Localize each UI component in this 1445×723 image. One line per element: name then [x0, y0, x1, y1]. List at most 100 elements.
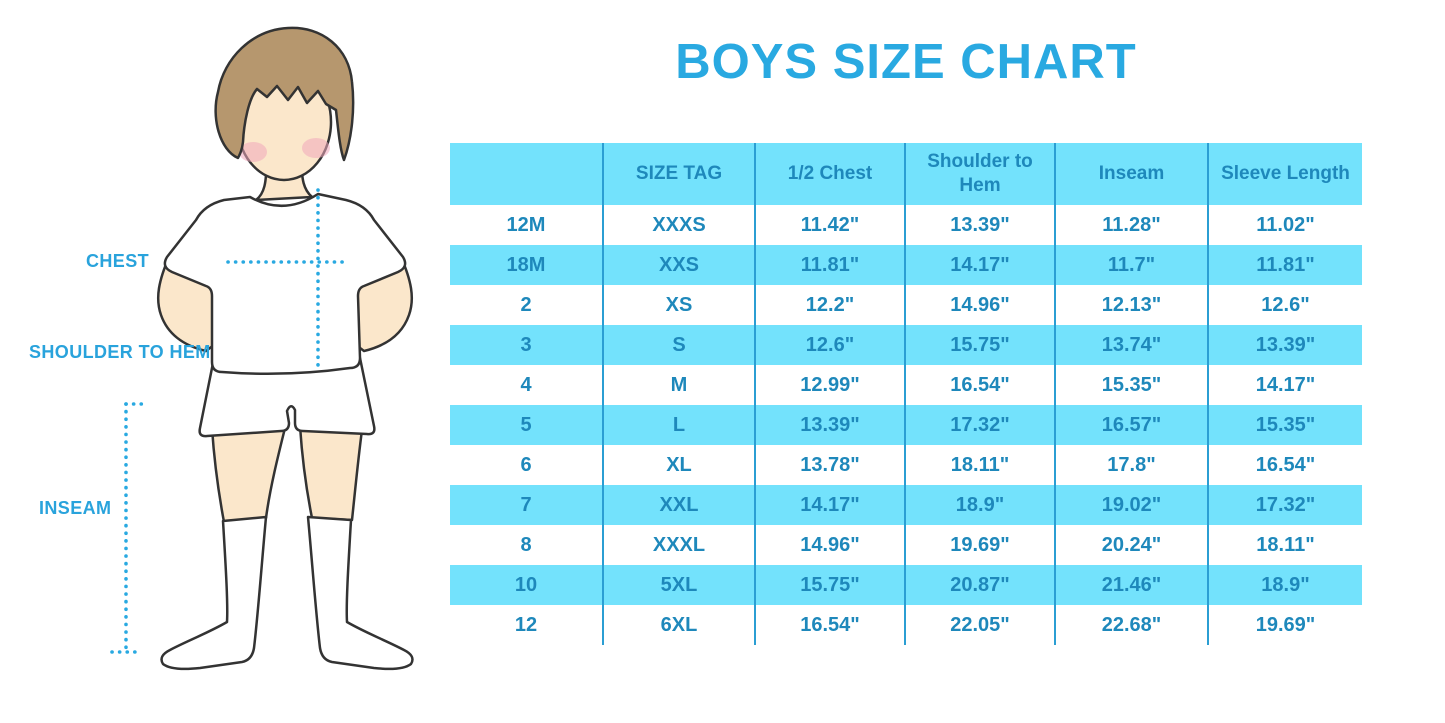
size-table: SIZE TAG 1/2 Chest Shoulder to Hem Insea… [450, 143, 1362, 645]
half-chest-cell: 12.2" [754, 285, 905, 325]
size-cell: 12 [450, 605, 603, 645]
inseam-cell: 12.13" [1054, 285, 1208, 325]
column-header-half-chest: 1/2 Chest [754, 143, 905, 205]
shoulder-to-hem-cell: 16.54" [904, 365, 1055, 405]
table-row: 6 XL 13.78" 18.11" 17.8" 16.54" [450, 445, 1362, 485]
half-chest-cell: 14.17" [754, 485, 905, 525]
size-tag-cell: L [602, 405, 755, 445]
table-row: 2 XS 12.2" 14.96" 12.13" 12.6" [450, 285, 1362, 325]
table-row: 10 5XL 15.75" 20.87" 21.46" 18.9" [450, 565, 1362, 605]
inseam-cell: 11.7" [1054, 245, 1208, 285]
size-cell: 2 [450, 285, 603, 325]
half-chest-cell: 11.42" [754, 205, 905, 245]
table-row: 3 S 12.6" 15.75" 13.74" 13.39" [450, 325, 1362, 365]
sleeve-length-cell: 18.11" [1207, 525, 1362, 565]
size-cell: 5 [450, 405, 603, 445]
size-tag-cell: S [602, 325, 755, 365]
sleeve-length-cell: 15.35" [1207, 405, 1362, 445]
inseam-cell: 11.28" [1054, 205, 1208, 245]
sleeve-length-cell: 16.54" [1207, 445, 1362, 485]
size-cell: 7 [450, 485, 603, 525]
size-cell: 8 [450, 525, 603, 565]
shoulder-to-hem-cell: 14.17" [904, 245, 1055, 285]
sleeve-length-cell: 17.32" [1207, 485, 1362, 525]
page-title: BOYS SIZE CHART [675, 35, 1137, 89]
column-header-shoulder-to-hem: Shoulder to Hem [904, 143, 1055, 205]
half-chest-cell: 12.6" [754, 325, 905, 365]
size-tag-cell: 6XL [602, 605, 755, 645]
sleeve-length-cell: 12.6" [1207, 285, 1362, 325]
shoulder-to-hem-cell: 15.75" [904, 325, 1055, 365]
column-header-size [450, 143, 603, 205]
inseam-cell: 15.35" [1054, 365, 1208, 405]
sleeve-length-cell: 18.9" [1207, 565, 1362, 605]
table-row: 7 XXL 14.17" 18.9" 19.02" 17.32" [450, 485, 1362, 525]
shoulder-to-hem-label: SHOULDER TO HEM [29, 342, 211, 362]
size-cell: 6 [450, 445, 603, 485]
size-cell: 18M [450, 245, 603, 285]
boy-left-sock [160, 515, 268, 671]
sleeve-length-cell: 14.17" [1207, 365, 1362, 405]
inseam-cell: 20.24" [1054, 525, 1208, 565]
inseam-cell: 13.74" [1054, 325, 1208, 365]
half-chest-cell: 13.78" [754, 445, 905, 485]
size-tag-cell: M [602, 365, 755, 405]
sleeve-length-cell: 11.02" [1207, 205, 1362, 245]
half-chest-cell: 14.96" [754, 525, 905, 565]
size-cell: 3 [450, 325, 603, 365]
shoulder-to-hem-cell: 22.05" [904, 605, 1055, 645]
half-chest-cell: 16.54" [754, 605, 905, 645]
half-chest-cell: 15.75" [754, 565, 905, 605]
shoulder-to-hem-cell: 13.39" [904, 205, 1055, 245]
table-row: 12M XXXS 11.42" 13.39" 11.28" 11.02" [450, 205, 1362, 245]
boy-hair [214, 26, 355, 162]
inseam-cell: 22.68" [1054, 605, 1208, 645]
size-tag-cell: XXXS [602, 205, 755, 245]
sleeve-length-cell: 13.39" [1207, 325, 1362, 365]
shoulder-to-hem-cell: 14.96" [904, 285, 1055, 325]
sleeve-length-cell: 11.81" [1207, 245, 1362, 285]
table-row: 12 6XL 16.54" 22.05" 22.68" 19.69" [450, 605, 1362, 645]
boy-right-leg [298, 424, 364, 522]
column-header-sleeve-length: Sleeve Length [1207, 143, 1362, 205]
inseam-label: INSEAM [39, 498, 112, 518]
size-cell: 4 [450, 365, 603, 405]
size-table-container: SIZE TAG 1/2 Chest Shoulder to Hem Insea… [450, 143, 1362, 645]
chest-label: CHEST [86, 251, 150, 271]
size-tag-cell: XS [602, 285, 755, 325]
table-row: 4 M 12.99" 16.54" 15.35" 14.17" [450, 365, 1362, 405]
size-tag-cell: 5XL [602, 565, 755, 605]
size-cell: 10 [450, 565, 603, 605]
boy-left-leg [210, 422, 288, 524]
inseam-cell: 21.46" [1054, 565, 1208, 605]
header-row: SIZE TAG 1/2 Chest Shoulder to Hem Insea… [450, 143, 1362, 205]
table-row: 8 XXXL 14.96" 19.69" 20.24" 18.11" [450, 525, 1362, 565]
sleeve-length-cell: 19.69" [1207, 605, 1362, 645]
shoulder-to-hem-cell: 18.9" [904, 485, 1055, 525]
table-row: 18M XXS 11.81" 14.17" 11.7" 11.81" [450, 245, 1362, 285]
column-header-inseam: Inseam [1054, 143, 1208, 205]
half-chest-cell: 13.39" [754, 405, 905, 445]
half-chest-cell: 12.99" [754, 365, 905, 405]
size-tag-cell: XXS [602, 245, 755, 285]
half-chest-cell: 11.81" [754, 245, 905, 285]
boy-shorts [198, 356, 376, 438]
size-cell: 12M [450, 205, 603, 245]
table-row: 5 L 13.39" 17.32" 16.57" 15.35" [450, 405, 1362, 445]
inseam-cell: 19.02" [1054, 485, 1208, 525]
shoulder-to-hem-cell: 20.87" [904, 565, 1055, 605]
size-tag-cell: XXXL [602, 525, 755, 565]
inseam-cell: 16.57" [1054, 405, 1208, 445]
boy-right-sock [306, 515, 414, 671]
boy-cheeks [239, 138, 330, 162]
size-tag-cell: XXL [602, 485, 755, 525]
shoulder-to-hem-cell: 17.32" [904, 405, 1055, 445]
boy-illustration [110, 26, 414, 671]
shoulder-to-hem-cell: 19.69" [904, 525, 1055, 565]
column-header-size-tag: SIZE TAG [602, 143, 755, 205]
inseam-cell: 17.8" [1054, 445, 1208, 485]
size-tag-cell: XL [602, 445, 755, 485]
boy-tshirt [163, 192, 407, 376]
shoulder-to-hem-cell: 18.11" [904, 445, 1055, 485]
